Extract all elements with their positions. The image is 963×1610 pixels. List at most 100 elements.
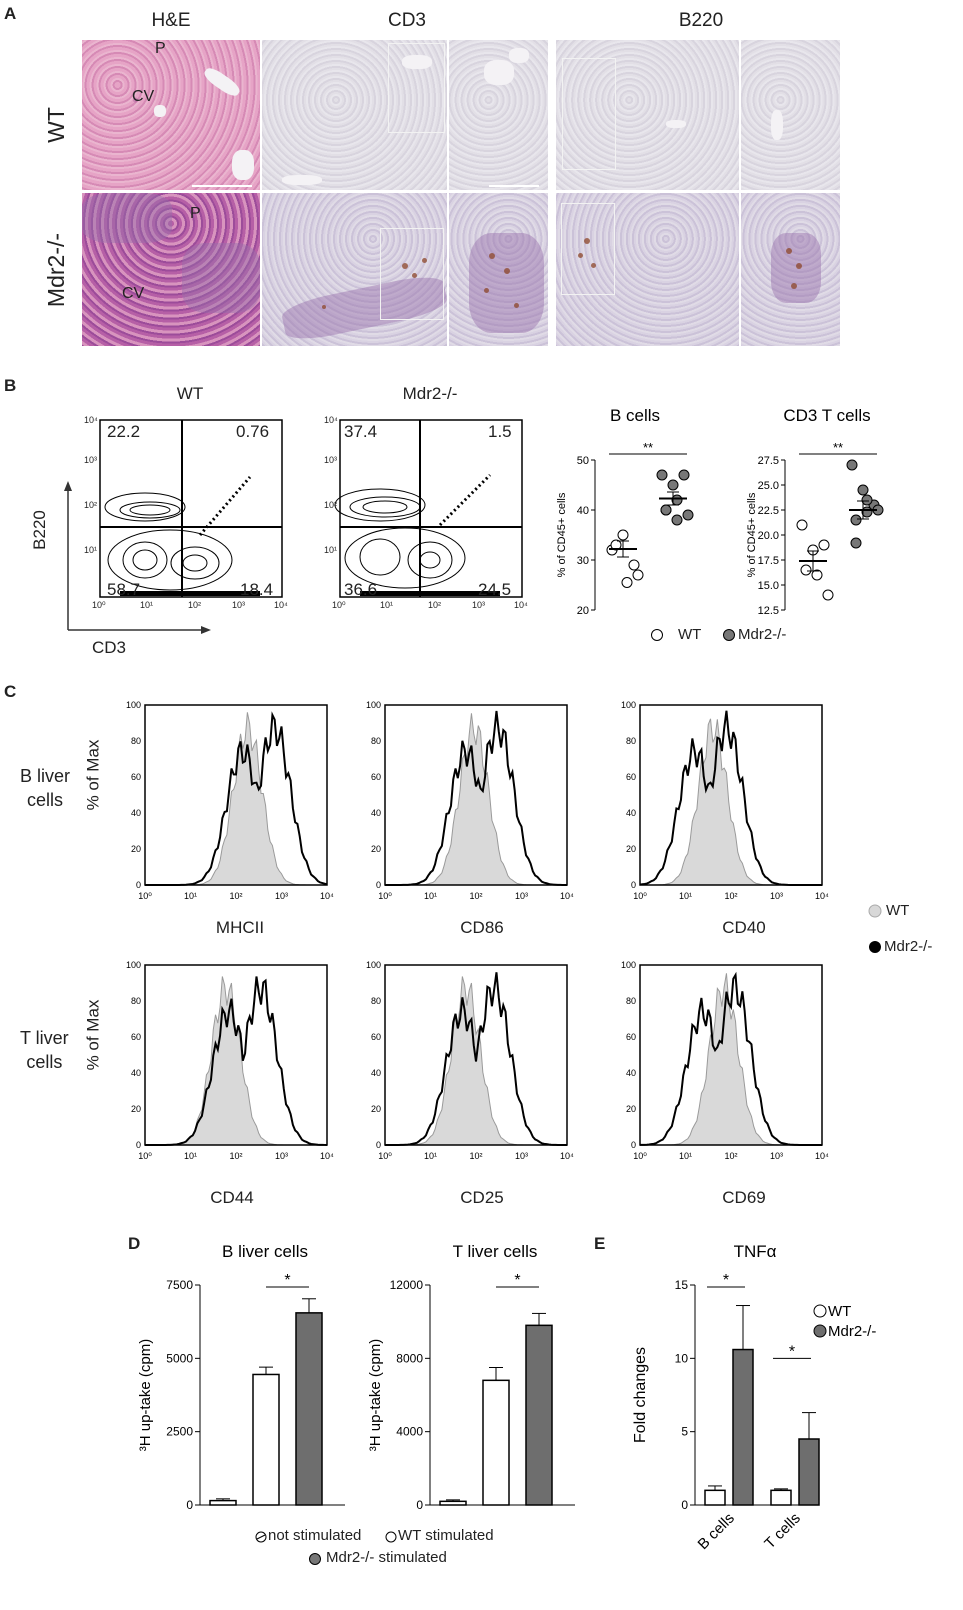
wt-point (617, 529, 629, 541)
hist-xtick: 10² (469, 891, 482, 901)
hist-xtick: 10¹ (679, 891, 692, 901)
hist-ytick: 80 (131, 996, 141, 1006)
flow-mdr-plot (334, 419, 523, 598)
hist-ytick: 100 (126, 960, 141, 970)
scatter-ytick-label: 20.0 (758, 530, 779, 542)
hist-ytick: 80 (371, 996, 381, 1006)
wt-point (632, 569, 644, 581)
hist-ytick: 60 (626, 772, 636, 782)
hist-xtick: 10³ (515, 891, 528, 901)
mdr-quadrant-lr: 24.5 (478, 580, 512, 599)
hist-xtick: 10⁴ (320, 1151, 334, 1161)
scatter-ytick-label: 27.5 (758, 455, 779, 467)
legend-label: WT (828, 1303, 851, 1320)
mdr-quadrant-ur: 1.5 (488, 422, 512, 441)
hist-ytick: 100 (621, 700, 636, 710)
hist-xtick: 10⁰ (633, 1151, 647, 1161)
hist-ytick: 0 (631, 880, 636, 890)
scatter-ytick-label: 22.5 (758, 505, 779, 517)
hist-xtick: 10¹ (184, 891, 197, 901)
flow-mdr-ytick-2: 10² (324, 500, 338, 510)
hist-xtick: 10² (469, 1151, 482, 1161)
bar-ytick-label: 5000 (166, 1351, 193, 1365)
col-title-cd3: CD3 (387, 10, 426, 31)
mdr-histogram (384, 710, 568, 886)
bar-ylabel: ³H up-take (cpm) (137, 1339, 154, 1452)
mdr-point (861, 494, 873, 506)
hist-ytick: 20 (131, 844, 141, 854)
hist-xtick: 10⁰ (378, 891, 392, 901)
hist-ytick: 80 (131, 736, 141, 746)
flow-mdr-xtick-2: 10² (428, 600, 442, 610)
scatter-t-cells: 12.5 15.0 17.5 20.0 22.5 25.0 27.5 % of CD45+ c… (746, 440, 884, 617)
hist-ytick: 0 (376, 1140, 381, 1150)
bar-WT (704, 1489, 726, 1506)
hist-ytick: 20 (131, 1104, 141, 1114)
hist-xtick: 10³ (770, 891, 783, 901)
flow-wt-plot (99, 419, 283, 598)
flow-wt-ytick-1: 10¹ (84, 545, 98, 555)
bar-WT (770, 1489, 792, 1506)
flow-wt-xtick-2: 10² (188, 600, 202, 610)
flow-wt-xtick-0: 10⁰ (92, 600, 106, 610)
flow-mdr-xtick-1: 10¹ (380, 600, 394, 610)
col-title-b220: B220 (678, 10, 724, 31)
hist-ytick: 100 (366, 960, 381, 970)
hist-xtick: 10² (724, 891, 737, 901)
flow-wt-ytick-3: 10³ (84, 455, 98, 465)
bar-title: B liver cells (222, 1242, 308, 1261)
legend-wt-marker-b (651, 629, 663, 641)
flow-wt-xtick-3: 10³ (232, 600, 246, 610)
panel-label-d: D (128, 1234, 141, 1253)
bar-title: TNFα (734, 1242, 777, 1261)
scatter-t-title: CD3 T cells (783, 406, 870, 425)
panel-label-e: E (594, 1234, 606, 1253)
hist-xtick: 10⁰ (378, 1151, 392, 1161)
marker-cd44: CD44 (210, 1188, 254, 1207)
panel-label-a: A (4, 4, 17, 23)
bar-ytick-label: 0 (186, 1498, 193, 1512)
marker-cd25: CD25 (460, 1188, 504, 1207)
bar-ytick-label: 0 (681, 1498, 688, 1512)
wt-point (800, 564, 812, 576)
legend-mdr-marker-c (869, 941, 881, 953)
hist-ytick: 0 (376, 880, 381, 890)
mdr-histogram (384, 972, 568, 1146)
hist-ytick: 0 (631, 1140, 636, 1150)
bar-0 (439, 1500, 467, 1506)
hist-xtick: 10¹ (184, 1151, 197, 1161)
sig-label: * (789, 1343, 795, 1360)
hist-xtick: 10² (229, 891, 242, 901)
sig-label: ** (643, 440, 653, 455)
panel-label-b: B (4, 376, 17, 395)
hist-xtick: 10¹ (424, 891, 437, 901)
b220-wt-zoom-image (741, 40, 840, 190)
hist-xtick: 10³ (275, 1151, 288, 1161)
histogram-cd40: 0 20 40 60 80 100 10⁰ 10¹ 10² 10³ 10⁴ (621, 700, 829, 901)
hist-xtick: 10⁴ (320, 891, 334, 901)
bar-ytick-label: 2500 (166, 1425, 193, 1439)
wt-point (822, 589, 834, 601)
hist-ytick: 60 (131, 772, 141, 782)
bar-t-liver: T liver cells 0 4000 8000 12000 ³H up-take (c… (367, 1242, 575, 1512)
hist-ytick: 100 (126, 700, 141, 710)
legend-marker (813, 1324, 827, 1338)
wt-histogram (385, 713, 567, 886)
sig-label: * (284, 1272, 290, 1289)
hist-ytick: 20 (371, 1104, 381, 1114)
hist-ytick: 20 (626, 844, 636, 854)
sig-label: * (723, 1272, 729, 1289)
mdr-quadrant-ul: 37.4 (344, 422, 378, 441)
bar-category-label: B cells (695, 1510, 738, 1553)
flow-title-wt: WT (176, 384, 204, 403)
wt-histogram (145, 712, 327, 886)
bar-ylabel: Fold changes (632, 1347, 649, 1443)
row-label-b-cells: B liver cells (20, 766, 71, 810)
flow-mdr-ytick-1: 10¹ (324, 545, 338, 555)
scatter-ytick-label: 20 (577, 605, 589, 617)
hist-ytick: 0 (136, 880, 141, 890)
bar-1 (252, 1373, 280, 1506)
hist-xtick: 10⁰ (138, 1151, 152, 1161)
wt-histogram (145, 976, 327, 1146)
flow-mdr-ytick-3: 10³ (324, 455, 338, 465)
